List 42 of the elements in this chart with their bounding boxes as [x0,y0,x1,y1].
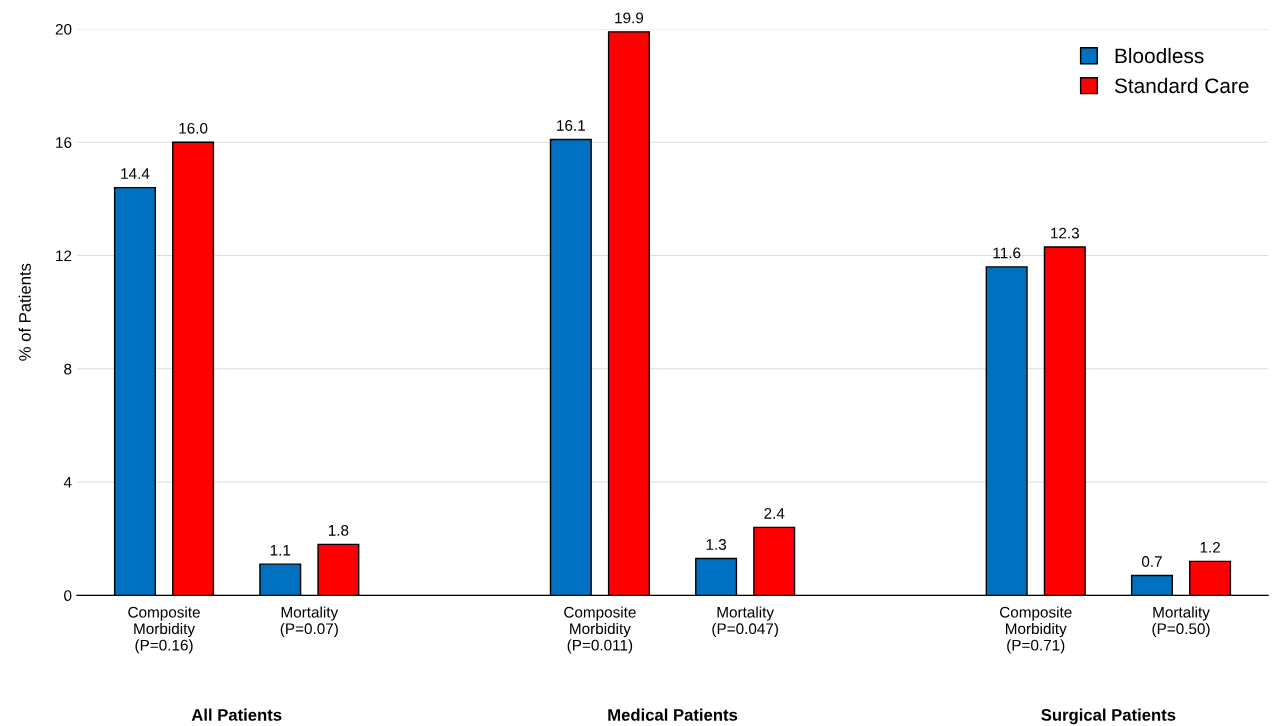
y-tick-label: 4 [63,477,72,488]
bar [1130,574,1173,596]
data-label: 1.8 [328,524,349,536]
data-label: 1.1 [270,544,291,556]
legend-label: Standard Care [1114,77,1249,94]
x-tick-label: Mortality (P=0.047) [712,606,778,638]
y-tick-label: 12 [56,250,72,262]
data-label: 0.7 [1141,556,1162,567]
bar [549,138,592,596]
data-label: 16.1 [557,120,585,131]
bar [695,557,738,596]
bar [1189,560,1232,596]
x-tick-label: Composite Morbidity (P=0.71) [1000,606,1072,654]
y-axis-title: % of Patients [18,263,31,361]
data-label: 19.9 [615,12,644,24]
x-tick-label: Composite Morbidity (P=0.011) [564,606,636,654]
bar [172,141,215,596]
bar [753,526,796,596]
x-tick-label: Mortality (P=0.07) [280,606,339,638]
y-tick-label: 0 [64,590,72,602]
text: Surgical Patients [1041,708,1176,725]
x-tick-label: Mortality (P=0.50) [1152,606,1210,638]
bar [1043,246,1086,596]
text: Medical Patients [608,708,738,721]
data-label: 11.6 [993,247,1021,259]
bar [317,543,360,596]
legend-label: Bloodless [1115,47,1204,64]
y-tick-label: 20 [55,23,72,35]
y-tick-label: 16 [56,137,72,148]
text: All Patients [191,708,282,721]
data-label: 1.2 [1200,541,1220,553]
data-label: 12.3 [1051,227,1079,239]
bar [985,266,1028,596]
x-tick-label: Composite Morbidity (P=0.16) [128,606,200,654]
bar [607,31,650,596]
y-tick-label: 8 [64,363,72,375]
data-label: 14.4 [121,168,150,179]
bar [259,563,302,596]
bar [113,186,157,596]
data-label: 2.4 [764,507,785,519]
data-label: 1.3 [706,539,727,550]
data-label: 16.0 [179,122,208,134]
